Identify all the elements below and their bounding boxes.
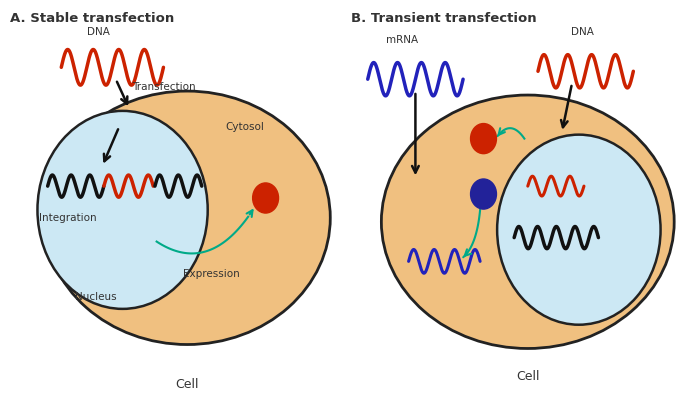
Ellipse shape — [381, 95, 674, 348]
Ellipse shape — [44, 91, 330, 345]
Ellipse shape — [497, 135, 661, 325]
Text: Transfection: Transfection — [131, 82, 195, 92]
Text: mRNA: mRNA — [385, 34, 418, 45]
Text: Cell: Cell — [176, 378, 199, 390]
Text: Integration: Integration — [39, 213, 97, 223]
Circle shape — [471, 179, 496, 209]
Ellipse shape — [37, 111, 208, 309]
Text: B. Transient transfection: B. Transient transfection — [351, 12, 537, 25]
Text: DNA: DNA — [87, 27, 110, 37]
Text: A. Stable transfection: A. Stable transfection — [10, 12, 174, 25]
Text: Nucleus: Nucleus — [74, 292, 116, 302]
Text: Cytosol: Cytosol — [225, 122, 265, 132]
Text: Expression: Expression — [183, 269, 240, 279]
Circle shape — [253, 183, 279, 213]
Text: Cell: Cell — [516, 370, 539, 383]
Text: DNA: DNA — [571, 27, 594, 37]
Circle shape — [471, 124, 496, 154]
